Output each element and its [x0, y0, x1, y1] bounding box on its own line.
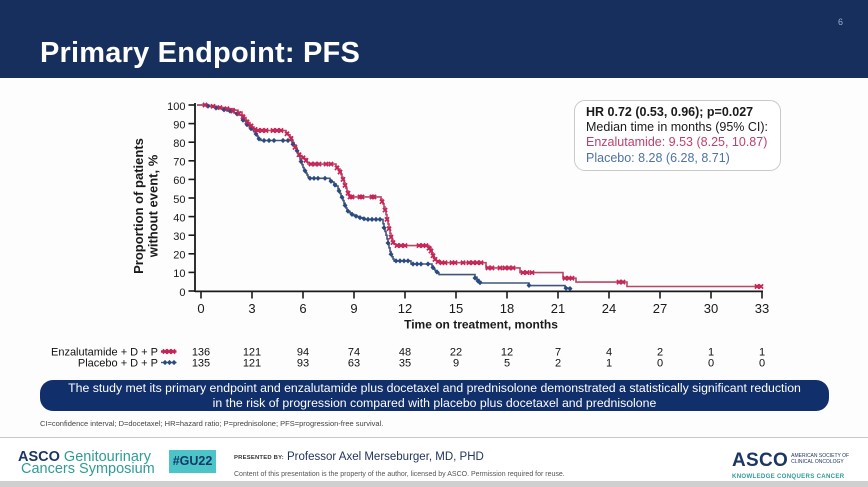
- svg-text:4: 4: [606, 347, 612, 359]
- svg-text:94: 94: [297, 347, 309, 359]
- svg-text:136: 136: [192, 347, 210, 359]
- svg-text:121: 121: [243, 347, 261, 359]
- svg-text:30: 30: [173, 231, 185, 243]
- svg-text:0: 0: [179, 287, 185, 299]
- svg-text:Time on treatment, months: Time on treatment, months: [404, 318, 558, 332]
- svg-text:3: 3: [248, 301, 255, 316]
- svg-text:93: 93: [297, 358, 309, 370]
- svg-text:1: 1: [606, 358, 612, 370]
- svg-text:5: 5: [504, 358, 510, 370]
- svg-text:0: 0: [657, 358, 663, 370]
- svg-text:15: 15: [449, 301, 463, 316]
- svg-text:12: 12: [501, 347, 513, 359]
- svg-text:10: 10: [173, 268, 185, 280]
- svg-text:100: 100: [167, 101, 185, 113]
- svg-text:18: 18: [500, 301, 514, 316]
- svg-text:9: 9: [350, 301, 357, 316]
- svg-text:2: 2: [657, 347, 663, 359]
- svg-text:33: 33: [755, 301, 769, 316]
- svg-text:Proportion of patientswithout: Proportion of patientswithout event, %: [131, 138, 161, 274]
- svg-text:30: 30: [704, 301, 718, 316]
- svg-text:48: 48: [399, 347, 411, 359]
- svg-text:74: 74: [348, 347, 360, 359]
- svg-text:6: 6: [299, 301, 306, 316]
- svg-text:63: 63: [348, 358, 360, 370]
- svg-text:90: 90: [173, 119, 185, 131]
- svg-text:40: 40: [173, 212, 185, 224]
- svg-text:21: 21: [551, 301, 565, 316]
- svg-text:0: 0: [708, 358, 714, 370]
- svg-text:121: 121: [243, 358, 261, 370]
- svg-text:27: 27: [653, 301, 667, 316]
- svg-text:0: 0: [759, 358, 765, 370]
- svg-text:Enzalutamide + D + P: Enzalutamide + D + P: [51, 347, 158, 359]
- svg-text:Placebo + D + P: Placebo + D + P: [78, 358, 158, 370]
- svg-text:2: 2: [555, 358, 561, 370]
- svg-text:1: 1: [759, 347, 765, 359]
- svg-text:50: 50: [173, 194, 185, 206]
- svg-text:7: 7: [555, 347, 561, 359]
- svg-text:80: 80: [173, 138, 185, 150]
- svg-text:60: 60: [173, 175, 185, 187]
- svg-text:24: 24: [602, 301, 616, 316]
- svg-text:1: 1: [708, 347, 714, 359]
- svg-text:135: 135: [192, 358, 210, 370]
- svg-text:20: 20: [173, 250, 185, 262]
- svg-text:9: 9: [453, 358, 459, 370]
- svg-text:22: 22: [450, 347, 462, 359]
- svg-text:0: 0: [197, 301, 204, 316]
- svg-text:70: 70: [173, 157, 185, 169]
- svg-text:12: 12: [398, 301, 412, 316]
- svg-text:35: 35: [399, 358, 411, 370]
